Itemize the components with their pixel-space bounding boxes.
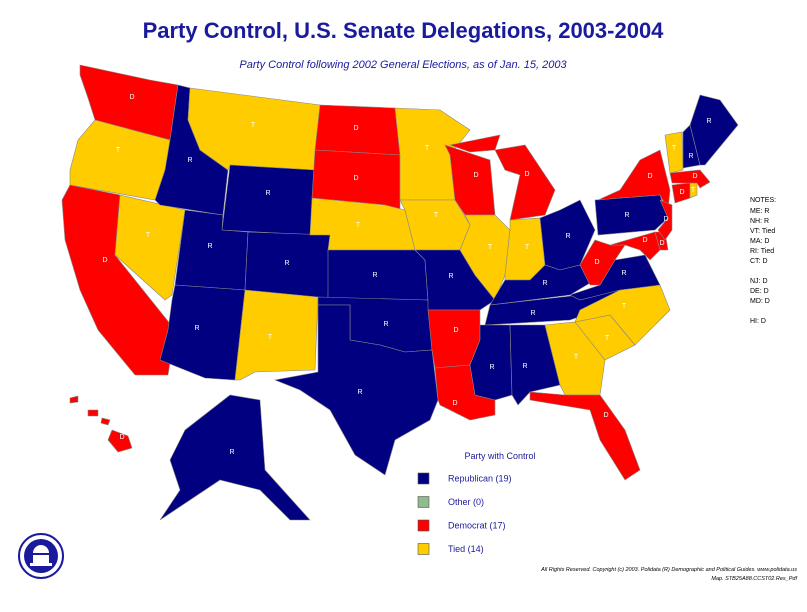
us-map — [61, 64, 739, 521]
legend-swatch — [417, 472, 430, 485]
state-label: D — [353, 175, 358, 182]
state-label: R — [372, 272, 377, 279]
state-label: D — [692, 173, 697, 180]
note-line: DE: D — [750, 288, 769, 295]
state-shape — [159, 394, 311, 521]
title: Party Control, U.S. Senate Delegations, … — [143, 18, 665, 43]
state-label: T — [525, 244, 530, 251]
state-label: R — [489, 364, 494, 371]
state-label: D — [647, 173, 652, 180]
state-label: T — [691, 187, 696, 194]
legend-label: Tied (14) — [448, 544, 484, 554]
state-label: T — [146, 232, 151, 239]
footer-line: Map. STB25A88.CCST02.Res_Pdf — [711, 576, 797, 582]
state-label: D — [102, 257, 107, 264]
state-label: R — [565, 233, 570, 240]
state-label: D — [353, 125, 358, 132]
state-shape — [327, 249, 429, 301]
state-label: T — [574, 354, 579, 361]
state-shape — [100, 417, 111, 426]
state-label: T — [268, 334, 273, 341]
state-shape — [579, 239, 626, 286]
state-label: T — [116, 147, 121, 154]
state-label: D — [453, 327, 458, 334]
note-line: MD: D — [750, 298, 770, 305]
state-label: D — [659, 240, 664, 247]
state-shape — [657, 199, 673, 241]
state-label: T — [622, 303, 627, 310]
state-label: R — [207, 243, 212, 250]
state-shape — [597, 149, 671, 212]
footer-line: All Rights Reserved. Copyright (c) 2003.… — [540, 567, 797, 573]
legend-swatch — [417, 543, 430, 555]
state-label: R — [265, 190, 270, 197]
state-label: D — [473, 172, 478, 179]
state-shape — [273, 304, 439, 476]
state-shape — [494, 144, 556, 221]
state-label: D — [603, 412, 608, 419]
state-label: T — [434, 212, 439, 219]
state-shape — [159, 284, 246, 381]
state-label: R — [688, 153, 693, 160]
state-label: R — [284, 260, 289, 267]
state-shape — [221, 164, 316, 236]
state-label: R — [187, 157, 192, 164]
state-label: T — [605, 335, 610, 342]
state-label: R — [706, 118, 711, 125]
state-label: R — [194, 325, 199, 332]
note-line: NOTES: — [750, 197, 776, 204]
logo — [18, 533, 64, 579]
state-label: D — [663, 216, 668, 223]
legend-swatch — [417, 519, 430, 532]
note-line: RI: Tied — [750, 248, 774, 255]
state-shape — [107, 429, 133, 453]
state-shape — [594, 194, 669, 236]
state-label: T — [425, 145, 430, 152]
state-label: R — [229, 449, 234, 456]
legend-label: Republican (19) — [448, 473, 512, 483]
state-shape — [234, 289, 319, 381]
state-label: D — [642, 237, 647, 244]
note-line: NJ: D — [750, 278, 768, 285]
state-label: D — [119, 434, 124, 441]
legend-swatch — [417, 496, 430, 508]
legend-title: Party with Control — [464, 451, 535, 461]
state-label: R — [522, 363, 527, 370]
note-line: MA: D — [750, 238, 769, 245]
state-label: T — [356, 222, 361, 229]
state-label: T — [251, 122, 256, 129]
state-shape — [689, 94, 739, 166]
note-line: HI: D — [750, 318, 766, 325]
state-label: R — [448, 273, 453, 280]
state-shape — [669, 169, 711, 189]
note-line: VT: Tied — [750, 228, 775, 235]
state-shape — [529, 391, 641, 481]
state-shape — [448, 134, 501, 153]
state-label: R — [624, 212, 629, 219]
state-label: R — [357, 389, 362, 396]
state-shape — [69, 395, 79, 404]
state-label: R — [542, 280, 547, 287]
state-label: R — [383, 321, 388, 328]
state-shape — [87, 409, 99, 417]
legend-label: Other (0) — [448, 497, 484, 507]
state-label: T — [672, 145, 677, 152]
state-label: D — [594, 259, 599, 266]
subtitle: Party Control following 2002 General Ele… — [239, 59, 567, 71]
state-label: D — [524, 171, 529, 178]
note-line: NH: R — [750, 218, 769, 225]
state-shape — [664, 131, 684, 174]
state-label: T — [488, 244, 493, 251]
state-label: D — [679, 189, 684, 196]
note-line: CT: D — [750, 258, 768, 265]
legend-label: Democrat (17) — [448, 520, 506, 530]
state-label: R — [530, 310, 535, 317]
note-line: ME: R — [750, 208, 769, 215]
state-label: R — [621, 270, 626, 277]
state-label: D — [129, 94, 134, 101]
state-label: D — [452, 400, 457, 407]
